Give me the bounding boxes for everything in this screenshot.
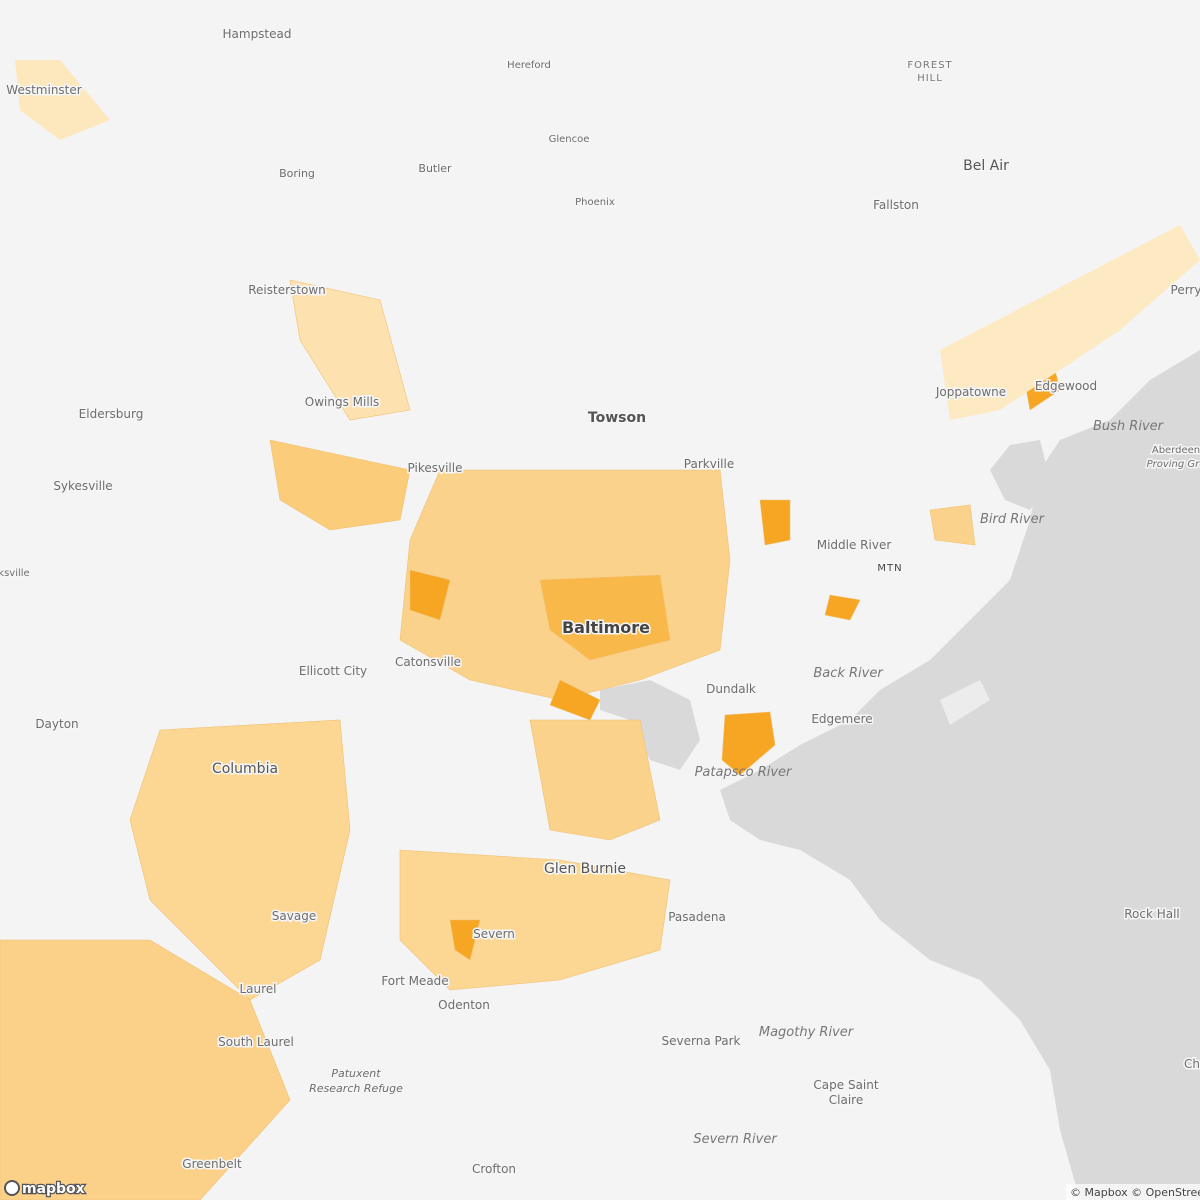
place-label: Hampstead (223, 27, 292, 41)
place-label: Aberdeen (1152, 445, 1200, 456)
water (600, 350, 1200, 1200)
mapbox-logo[interactable]: mapbox (4, 1180, 86, 1199)
place-label: Reisterstown (248, 283, 326, 297)
place-label: HILL (917, 73, 943, 84)
place-label: Joppatowne (935, 385, 1006, 399)
place-label: Boring (279, 167, 315, 180)
place-label: Glen Burnie (544, 861, 626, 877)
place-label: ksville (0, 568, 30, 579)
water-label: Patapsco River (695, 765, 793, 780)
water-label: Severn River (693, 1132, 778, 1147)
place-label: Dayton (35, 717, 78, 731)
attribution-bg (1066, 1184, 1200, 1200)
place-labels: Hampstead Hereford FOREST HILL Westminst… (0, 26, 1200, 1178)
place-label: Edgewood (1035, 379, 1097, 393)
place-label: Cape Saint (813, 1078, 878, 1092)
place-label: Laurel (239, 982, 276, 996)
choropleth (0, 60, 1200, 1200)
water-labels: Bush River Bird River Back River Patapsc… (693, 419, 1164, 1147)
place-label: Bel Air (963, 158, 1009, 174)
place-label: Owings Mills (305, 395, 380, 409)
place-label: Butler (418, 162, 452, 175)
logo-text[interactable]: mapbox (21, 1180, 86, 1199)
place-label: Columbia (212, 761, 278, 777)
place-label: Proving Gro (1147, 459, 1200, 470)
place-label: Sykesville (53, 479, 112, 493)
place-label: Dundalk (706, 682, 756, 696)
place-label: Eldersburg (79, 407, 144, 421)
place-label: Westminster (6, 83, 81, 97)
place-label: Towson (588, 410, 646, 426)
place-label: Savage (272, 909, 316, 923)
place-label: Rock Hall (1124, 907, 1180, 921)
place-label: Ch (1184, 1057, 1200, 1071)
place-label: Edgemere (811, 712, 872, 726)
place-label: Fallston (873, 198, 919, 212)
place-label: FOREST (907, 60, 952, 71)
place-label: Phoenix (575, 197, 615, 208)
water-label: Back River (813, 666, 884, 681)
place-label: MTN (877, 563, 902, 574)
place-label: Perry (1171, 283, 1200, 297)
place-label: Fort Meade (381, 974, 448, 988)
place-label: Research Refuge (309, 1082, 403, 1095)
water-label: Bird River (980, 512, 1046, 527)
place-label: Greenbelt (182, 1157, 242, 1171)
place-label: Glencoe (549, 134, 590, 145)
place-label: Middle River (817, 538, 892, 552)
water-label: Magothy River (759, 1025, 855, 1040)
place-label: Hereford (507, 60, 551, 71)
water-label: Bush River (1093, 419, 1165, 434)
place-label: Odenton (438, 998, 490, 1012)
place-label: Claire (829, 1093, 863, 1107)
place-label: Severn (473, 927, 515, 941)
place-label: Severna Park (662, 1034, 741, 1048)
place-label: Baltimore (562, 618, 650, 637)
place-label: Patuxent (331, 1067, 381, 1080)
attribution[interactable]: © Mapbox © OpenStreetMap (1070, 1186, 1200, 1199)
place-label: Pasadena (668, 910, 726, 924)
place-label: Ellicott City (299, 664, 367, 678)
place-label: Parkville (684, 457, 734, 471)
place-label: Catonsville (395, 655, 461, 669)
place-label: Pikesville (408, 461, 463, 475)
place-label: South Laurel (218, 1035, 294, 1049)
place-label: Crofton (472, 1162, 516, 1176)
